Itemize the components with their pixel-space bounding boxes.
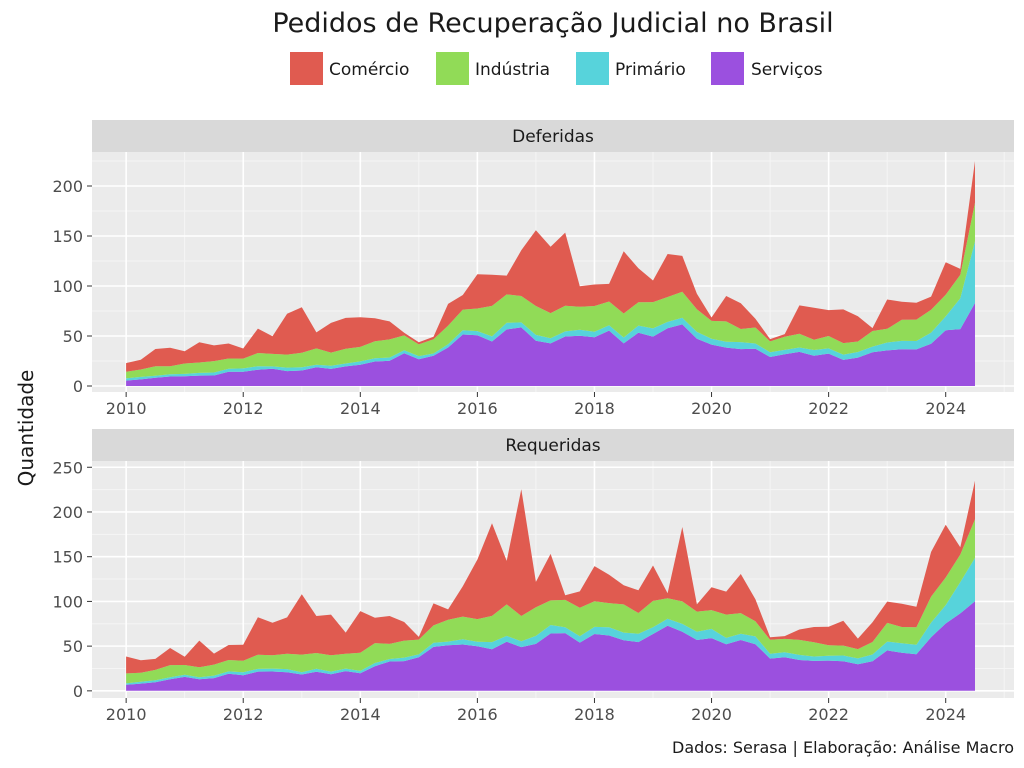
legend-label-2: Indústria — [475, 60, 550, 80]
area-layers-1 — [126, 161, 976, 386]
legend-key-2 — [436, 52, 469, 85]
area-ind-2 — [126, 519, 976, 684]
x-axis-1: 2010 2012 2014 2016 2018 2020 2022 2024 — [106, 392, 966, 418]
x-tick-label: 2020 — [691, 705, 732, 724]
legend-label-4: Serviços — [751, 60, 823, 80]
y-tick-label: 200 — [52, 503, 83, 522]
legend-key-1 — [290, 52, 323, 85]
area-layers-2 — [126, 480, 976, 691]
y-tick-label: 200 — [52, 177, 83, 196]
y-tick-label: 50 — [63, 327, 83, 346]
x-tick-label: 2012 — [223, 705, 264, 724]
y-tick-label: 0 — [73, 682, 83, 701]
facet-strip-label-1: Deferidas — [512, 127, 594, 147]
legend-key-3 — [576, 52, 609, 85]
legend-key-4 — [711, 52, 744, 85]
x-tick-label: 2020 — [691, 399, 732, 418]
y-tick-label: 100 — [52, 277, 83, 296]
x-tick-label: 2010 — [106, 399, 147, 418]
y-tick-label: 100 — [52, 592, 83, 611]
legend-label-1: Comércio — [329, 60, 409, 80]
x-tick-label: 2018 — [574, 705, 615, 724]
facet-strip-2 — [92, 429, 1014, 461]
x-tick-label: 2022 — [808, 399, 849, 418]
legend: Comércio Indústria Primário Serviços — [290, 52, 823, 85]
y-tick-label: 0 — [73, 377, 83, 396]
x-tick-label: 2016 — [457, 705, 498, 724]
y-tick-label: 250 — [52, 458, 83, 477]
x-tick-label: 2014 — [340, 705, 381, 724]
area-s-2 — [126, 601, 976, 691]
legend-label-3: Primário — [615, 60, 686, 80]
area-com-2 — [126, 480, 976, 674]
area-s-1 — [126, 303, 976, 386]
facet-strip-label-2: Requeridas — [505, 436, 600, 456]
x-tick-label: 2014 — [340, 399, 381, 418]
chart-caption: Dados: Serasa | Elaboração: Análise Macr… — [672, 738, 1014, 757]
y-tick-label: 150 — [52, 227, 83, 246]
x-axis-2: 2010 2012 2014 2016 2018 2020 2022 2024 — [106, 698, 966, 724]
x-tick-label: 2024 — [925, 705, 966, 724]
x-tick-label: 2024 — [925, 399, 966, 418]
chart-title: Pedidos de Recuperação Judicial no Brasi… — [272, 8, 833, 39]
y-axis-label: Quantidade — [14, 370, 38, 487]
x-tick-label: 2016 — [457, 399, 498, 418]
x-tick-label: 2022 — [808, 705, 849, 724]
x-tick-label: 2018 — [574, 399, 615, 418]
x-tick-label: 2012 — [223, 399, 264, 418]
facet-strip-1 — [92, 120, 1014, 152]
y-axis-2: 0 50 100 150 200 250 — [52, 458, 92, 701]
y-tick-label: 50 — [63, 637, 83, 656]
y-tick-label: 150 — [52, 548, 83, 567]
area-com-1 — [126, 161, 976, 372]
y-axis-1: 0 50 100 150 200 — [52, 177, 92, 396]
x-tick-label: 2010 — [106, 705, 147, 724]
